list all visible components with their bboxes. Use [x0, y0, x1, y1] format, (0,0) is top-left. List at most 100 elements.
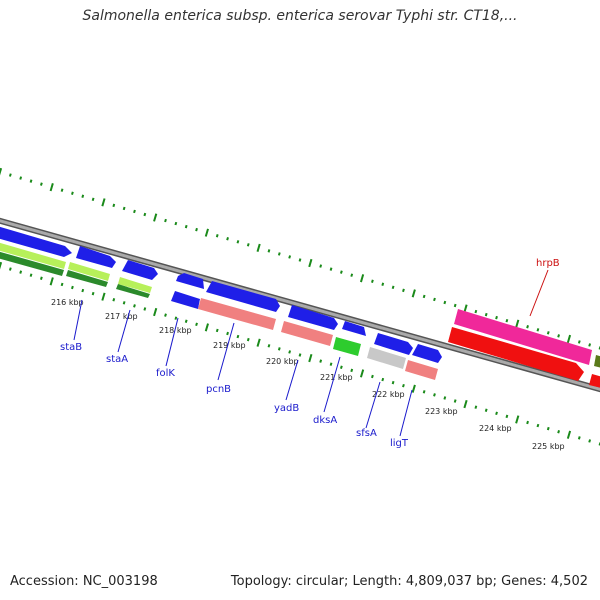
leader-pcnB [217, 322, 235, 381]
scale-tick [411, 289, 416, 298]
kbp-label: 220 kbp [266, 357, 299, 366]
cds-feature-edge-green[interactable] [594, 355, 600, 370]
scale-tick [29, 179, 33, 183]
scale-tick [536, 423, 540, 428]
leader-ligT [399, 389, 413, 437]
gene-label-dksA[interactable]: dksA [313, 415, 337, 426]
scale-tick [164, 313, 167, 317]
scale-tick [371, 374, 374, 379]
cds-feature-pcnB[interactable] [206, 281, 280, 312]
scale-tick [339, 365, 343, 369]
scale-tick [60, 282, 64, 287]
cog-feature-hrpB[interactable] [448, 327, 584, 381]
cds-feature-staA[interactable] [122, 260, 158, 280]
cog-feature-dksA[interactable] [333, 337, 361, 356]
leader-dksA [323, 356, 341, 413]
scale-tick [101, 292, 106, 301]
cds-feature-hrpB[interactable] [454, 309, 592, 365]
scale-tick [122, 206, 126, 211]
scale-tick [133, 209, 136, 214]
scale-tick [298, 353, 302, 357]
inner-tick-ring [0, 261, 600, 446]
scale-tick [288, 255, 292, 259]
gene-label-ligT[interactable]: ligT [390, 438, 409, 449]
cog-feature-ligT[interactable] [405, 360, 438, 380]
cds-feature-yadB[interactable] [288, 305, 338, 330]
cog-feature-lime[interactable] [0, 240, 66, 269]
accession-text: Accession: NC_003198 [10, 574, 158, 589]
scale-tick [153, 213, 158, 222]
cds-feature[interactable] [0, 224, 72, 257]
gene-label-staB[interactable]: staB [60, 342, 82, 353]
gene-label-sfsA[interactable]: sfsA [356, 428, 377, 439]
scale-tick [443, 396, 447, 400]
scale-tick [515, 319, 520, 328]
scale-tick [381, 377, 385, 382]
cds-feature-folK2[interactable] [171, 291, 200, 309]
scale-tick [536, 328, 540, 332]
scale-tick [81, 288, 85, 293]
scale-tick [505, 318, 509, 323]
cog-feature-darkgreen[interactable] [0, 249, 64, 276]
scale-tick [246, 243, 250, 247]
map-title: Salmonella enterica subsp. enterica sero… [82, 8, 518, 24]
scale-tick [463, 399, 468, 409]
scale-tick [19, 270, 23, 274]
cds-feature-folK[interactable] [176, 273, 204, 289]
scale-tick [143, 212, 147, 217]
scale-tick [495, 411, 498, 416]
cog-feature-staB-lime[interactable] [68, 262, 110, 281]
scale-tick [359, 369, 365, 378]
scale-tick [246, 337, 250, 342]
cog-feature-sfsA[interactable] [367, 347, 406, 369]
gene-label-staA[interactable]: staA [106, 354, 128, 365]
cog-feature-staA-lime[interactable] [118, 277, 152, 293]
backbone-line-inner [0, 219, 600, 391]
scale-tick [71, 285, 74, 290]
leader-staB [73, 299, 83, 341]
scale-tick [319, 359, 323, 363]
gene-label-yadB[interactable]: yadB [274, 403, 299, 414]
scale-tick [174, 316, 178, 320]
cog-feature-pcnB[interactable] [198, 298, 276, 330]
cog-feature-yadB[interactable] [281, 321, 333, 346]
scale-tick [226, 237, 229, 241]
cog-feature-staA-darkgreen[interactable] [116, 284, 150, 298]
kbp-label: 222 kbp [372, 390, 405, 399]
scale-tick [204, 323, 209, 332]
scale-tick [0, 261, 3, 270]
scale-tick [391, 380, 395, 385]
scale-tick [577, 340, 581, 344]
gene-label-folK[interactable]: folK [156, 368, 175, 379]
scale-tick [153, 307, 158, 317]
scale-tick [267, 249, 271, 253]
kbp-label: 223 kbp [425, 407, 458, 416]
kbp-label: 217 kbp [105, 312, 138, 321]
leader-staA [117, 309, 131, 353]
scale-tick [443, 300, 447, 305]
scale-tick [267, 344, 271, 348]
cds-feature-staB[interactable] [76, 246, 116, 268]
scale-tick [49, 183, 54, 192]
scale-tick [29, 273, 33, 277]
cds-feature-sfsA[interactable] [374, 333, 413, 355]
leader-sfsA [365, 381, 381, 429]
scale-tick [204, 228, 209, 237]
scale-tick [164, 218, 167, 223]
label-leaders [73, 299, 413, 437]
gene-label-pcnB[interactable]: pcnB [206, 384, 231, 395]
cds-feature-ligT[interactable] [412, 344, 442, 363]
kbp-label: 221 kbp [320, 373, 353, 382]
scale-tick [39, 276, 43, 280]
scale-tick [236, 240, 240, 244]
cog-feature-staB-darkgreen[interactable] [66, 270, 108, 287]
cds-feature-dksA[interactable] [342, 321, 366, 336]
cog-feature-edge-red[interactable] [589, 374, 600, 390]
gene-label-hrpB[interactable]: hrpB [536, 258, 560, 269]
scale-tick [433, 393, 436, 397]
scale-tick [505, 414, 509, 419]
scale-tick [277, 252, 281, 256]
scale-tick [256, 243, 261, 252]
scale-tick [546, 426, 550, 431]
